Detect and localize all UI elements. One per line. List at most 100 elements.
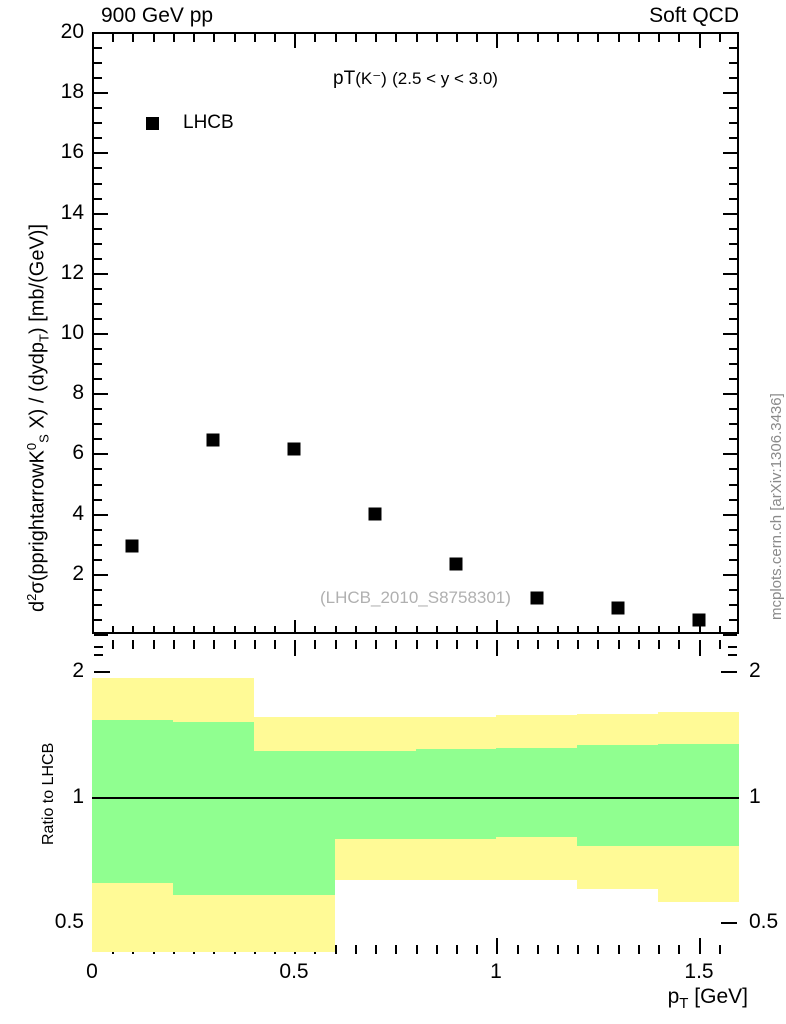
x-tick-top <box>395 34 397 42</box>
x-tick-bottom <box>112 626 114 634</box>
y-tick-minor <box>94 529 102 531</box>
y-tick-major <box>94 273 108 275</box>
x-tick-bottom <box>618 626 620 634</box>
y-tick-minor <box>94 122 102 124</box>
x-tick-top <box>638 34 640 42</box>
ratio-x-tick-top <box>638 640 640 649</box>
plot-title-particle: (K⁻) <box>355 69 387 88</box>
y-tick-label: 18 <box>60 80 84 103</box>
x-tick-bottom <box>719 626 721 634</box>
y-tick-major <box>94 574 108 576</box>
ratio-x-tick-bottom <box>456 945 458 954</box>
y-tick-label: 14 <box>60 201 84 224</box>
y-tick-major-right <box>723 333 737 335</box>
y-tick-label: 20 <box>60 20 84 43</box>
x-tick-bottom <box>234 626 236 634</box>
x-tick-label: 0.5 <box>279 960 309 983</box>
ratio-y-tick-major-right <box>721 671 737 673</box>
x-tick-top <box>678 34 680 42</box>
x-tick-bottom <box>517 626 519 634</box>
ratio-x-tick-top <box>132 640 134 649</box>
x-tick-bottom <box>577 626 579 634</box>
y-tick-minor <box>94 438 102 440</box>
legend: LHCB <box>146 112 234 134</box>
y-tick-minor-right <box>729 408 737 410</box>
ratio-x-tick-bottom <box>517 945 519 954</box>
x-tick-bottom <box>132 626 134 634</box>
y-tick-label: 10 <box>60 321 84 344</box>
ratio-x-tick-top <box>112 640 114 649</box>
ratio-inner-band-segment <box>172 722 254 896</box>
y-tick-minor <box>94 589 102 591</box>
x-tick-top <box>436 34 438 42</box>
y-tick-minor-right <box>729 62 737 64</box>
ratio-y-tick-label: 1 <box>72 785 84 808</box>
y-tick-minor-right <box>729 183 737 185</box>
ratio-x-tick-bottom <box>416 945 418 954</box>
x-tick-bottom <box>355 626 357 634</box>
y-tick-minor <box>94 183 102 185</box>
ratio-x-tick-bottom <box>658 945 660 954</box>
y-tick-label: 16 <box>60 140 84 163</box>
x-axis-title: pT [GeV] <box>668 985 748 1012</box>
y-tick-minor-right <box>729 484 737 486</box>
ratio-y-tick-minor <box>94 646 103 648</box>
x-tick-top <box>173 34 175 42</box>
x-tick-top <box>577 34 579 42</box>
ratio-x-tick-bottom <box>678 945 680 954</box>
ratio-x-tick-top <box>213 640 215 649</box>
y-tick-minor-right <box>729 363 737 365</box>
ratio-x-tick-bottom <box>719 945 721 954</box>
x-tick-bottom <box>597 626 599 634</box>
x-tick-top <box>355 34 357 42</box>
ratio-inner-band-segment <box>577 745 659 847</box>
x-tick-top <box>496 34 498 48</box>
y-tick-major <box>94 634 108 636</box>
y-tick-minor <box>94 228 102 230</box>
ratio-x-tick-top <box>335 640 337 649</box>
ratio-x-tick-top <box>456 640 458 649</box>
y-tick-minor-right <box>729 529 737 531</box>
x-tick-bottom <box>193 626 195 634</box>
ratio-inner-band-segment <box>415 749 497 840</box>
ratio-x-tick-top <box>395 640 397 649</box>
y-tick-major <box>94 152 108 154</box>
y-tick-minor <box>94 604 102 606</box>
x-tick-bottom <box>294 620 296 634</box>
ratio-x-tick-top <box>517 640 519 649</box>
y-tick-minor-right <box>729 423 737 425</box>
ratio-inner-band-segment <box>496 747 578 838</box>
x-tick-top <box>517 34 519 42</box>
x-tick-top <box>699 34 701 48</box>
y-tick-minor <box>94 198 102 200</box>
data-point-marker <box>125 539 139 553</box>
ratio-x-tick-top <box>557 640 559 649</box>
ratio-x-tick-bottom <box>557 945 559 954</box>
ratio-y-tick-label-right: 1 <box>749 785 761 808</box>
ratio-x-tick-top <box>314 640 316 649</box>
ratio-x-tick-bottom <box>699 938 701 954</box>
ratio-x-tick-bottom <box>335 945 337 954</box>
x-tick-bottom <box>436 626 438 634</box>
x-tick-top <box>719 34 721 42</box>
ratio-inner-band-segment <box>253 750 335 896</box>
y-tick-minor <box>94 318 102 320</box>
ratio-inner-band-segment <box>658 743 739 847</box>
x-tick-top <box>274 34 276 42</box>
y-tick-minor-right <box>729 228 737 230</box>
data-point-marker <box>611 601 625 615</box>
x-axis-title-symbol: p <box>667 985 680 1008</box>
x-tick-top <box>314 34 316 42</box>
plot-title-observable: pT <box>333 68 356 89</box>
y-tick-minor <box>94 288 102 290</box>
x-tick-top <box>537 34 539 42</box>
analysis-id-watermark: (LHCB_2010_S8758301) <box>320 588 511 607</box>
y-tick-minor-right <box>729 47 737 49</box>
y-tick-major-right <box>723 213 737 215</box>
ratio-y-tick-label: 2 <box>72 659 84 682</box>
y-tick-label: 12 <box>60 261 84 284</box>
y-tick-minor <box>94 499 102 501</box>
x-tick-top <box>557 34 559 42</box>
y-tick-minor-right <box>729 107 737 109</box>
y-tick-minor <box>94 77 102 79</box>
